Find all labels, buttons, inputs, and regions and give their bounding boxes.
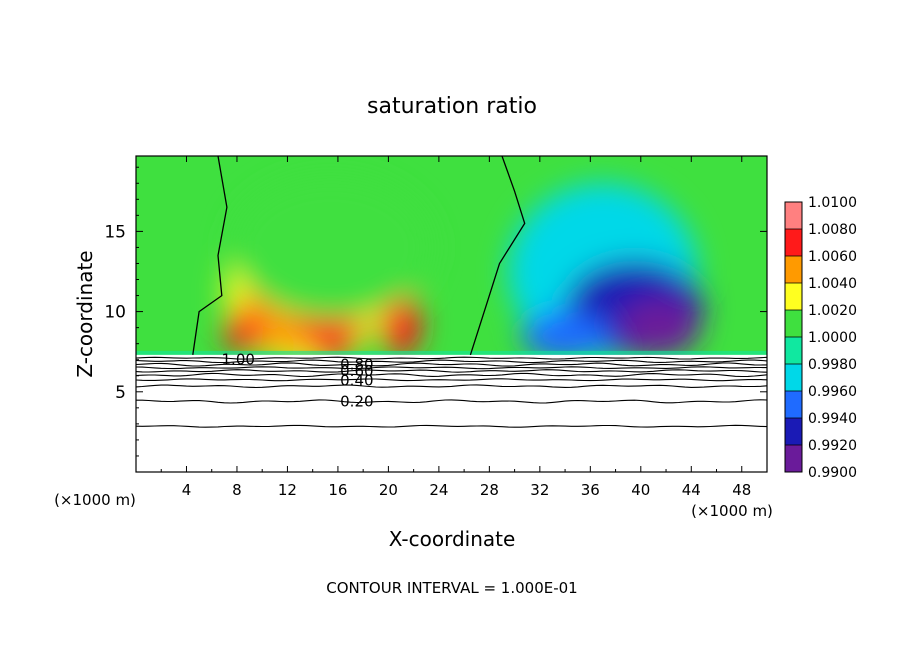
chart-title: saturation ratio <box>367 94 537 119</box>
colorbar-swatch <box>785 310 802 337</box>
contour-label: 0.80 <box>340 356 373 374</box>
contour-line-0 <box>136 356 767 360</box>
field-blob-3 <box>380 292 422 357</box>
x-axis-ticks: 4 8 12 16 20 24 28 32 36 40 44 48 <box>160 156 751 499</box>
colorbar-swatch <box>785 337 802 364</box>
contour-line-7 <box>136 384 767 389</box>
colorbar-swatch <box>785 418 802 445</box>
contour-line-2 <box>136 362 767 367</box>
contour-line-8 <box>136 399 767 404</box>
y-tick-label: 15 <box>104 222 126 242</box>
saturation-field <box>136 156 767 472</box>
contour-1-00-right <box>469 156 526 356</box>
x-unit-note-right: (×1000 m) <box>691 502 773 520</box>
colorbar-label: 1.0100 <box>808 195 857 211</box>
colorbar-label: 0.9960 <box>808 384 857 400</box>
contour-line-6 <box>136 378 767 382</box>
contour-line-3 <box>136 366 767 370</box>
contour-line-9 <box>136 424 767 428</box>
colorbar-label: 1.0000 <box>808 330 857 346</box>
x-unit-note-left: (×1000 m) <box>54 491 136 509</box>
plot-frame <box>135 155 768 473</box>
colorbar-label: 0.9900 <box>808 465 857 481</box>
contour-line-1 <box>136 359 767 364</box>
colorbar-label: 0.9940 <box>808 411 857 427</box>
colorbar-swatch <box>785 202 802 229</box>
contour-line-4 <box>136 369 767 373</box>
x-tick-label: 44 <box>682 481 701 499</box>
surface-band <box>136 350 767 355</box>
x-axis-label: X-coordinate <box>389 527 516 551</box>
colorbar-label: 0.9980 <box>808 357 857 373</box>
x-tick-label: 36 <box>581 481 600 499</box>
x-tick-label: 48 <box>732 481 751 499</box>
field-anomalies <box>223 175 704 365</box>
x-tick-label: 16 <box>328 481 347 499</box>
colorbar-label: 0.9920 <box>808 438 857 454</box>
colorbar-label: 1.0020 <box>808 303 857 319</box>
colorbar-label: 1.0060 <box>808 249 857 265</box>
x-tick-label: 24 <box>429 481 448 499</box>
field-blob-5 <box>230 175 433 320</box>
contour-labels: 1.00 0.800.600.40 0.20 <box>222 351 374 411</box>
contour-label: 1.00 <box>222 351 255 369</box>
contour-lines <box>136 156 767 428</box>
y-axis-ticks: 5 10 15 <box>104 166 767 457</box>
colorbar-swatch <box>785 391 802 418</box>
colorbar-swatch <box>785 229 802 256</box>
colorbar: 0.9900 0.9920 0.9940 0.9960 0.9980 1.0000 1.00… <box>784 195 857 481</box>
x-tick-label: 4 <box>182 481 192 499</box>
colorbar-swatch <box>785 445 802 472</box>
colorbar-swatch <box>785 364 802 391</box>
x-tick-label: 8 <box>232 481 242 499</box>
y-tick-label: 5 <box>115 383 126 403</box>
contour-1-00-left <box>192 156 228 355</box>
field-blob-9 <box>520 311 610 360</box>
y-tick-label: 10 <box>104 303 126 323</box>
x-tick-label: 20 <box>379 481 398 499</box>
colorbar-label: 1.0080 <box>808 222 857 238</box>
y-axis-label: Z-coordinate <box>73 250 97 377</box>
colorbar-swatch <box>785 283 802 310</box>
colorbar-swatch <box>785 256 802 283</box>
colorbar-label: 1.0040 <box>808 276 857 292</box>
contour-label: 0.40 <box>340 372 373 390</box>
x-tick-label: 32 <box>530 481 549 499</box>
x-tick-label: 28 <box>480 481 499 499</box>
x-tick-label: 12 <box>278 481 297 499</box>
plot-area: 1.00 0.800.600.400.20 4 8 12 16 20 24 28 32 36 40 4… <box>104 155 768 499</box>
contour-label: 0.60 <box>340 362 373 380</box>
field-blob-4 <box>223 313 264 352</box>
x-tick-label: 40 <box>631 481 650 499</box>
field-blob-8 <box>619 298 701 357</box>
contour-line-5 <box>136 372 767 378</box>
contour-label: 0.20 <box>340 392 373 410</box>
contour-interval-note: CONTOUR INTERVAL = 1.000E-01 <box>326 579 577 597</box>
